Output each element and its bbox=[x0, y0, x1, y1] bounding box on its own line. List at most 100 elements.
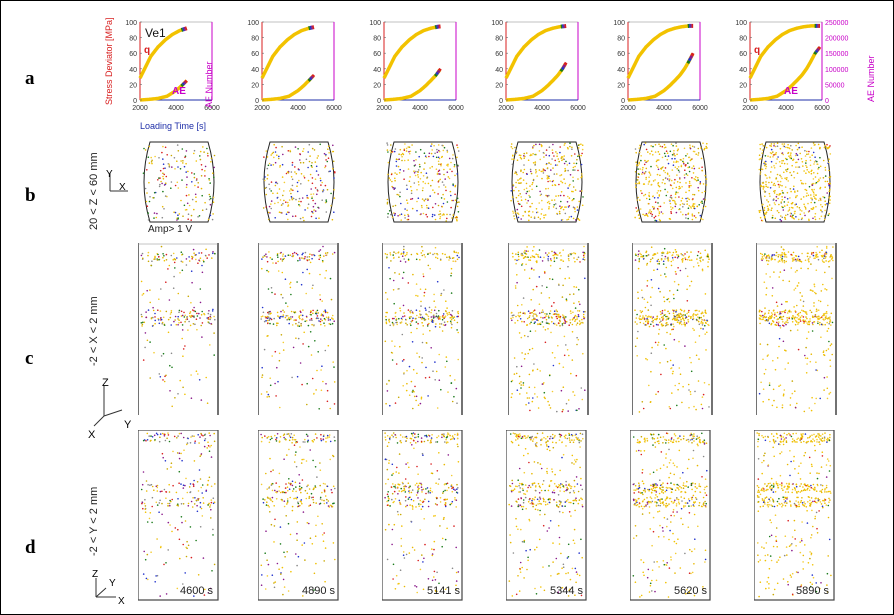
ae-event-dot bbox=[702, 315, 705, 317]
ae-event-dot bbox=[533, 216, 536, 218]
ae-event-dot bbox=[275, 440, 278, 442]
ae-event-dot bbox=[190, 270, 193, 272]
ae-event-dot bbox=[182, 503, 185, 505]
ae-event-dot bbox=[648, 212, 650, 214]
ae-event-dot bbox=[687, 162, 689, 164]
ae-event-dot bbox=[319, 469, 322, 471]
x-tick-label: 6000 bbox=[326, 105, 342, 112]
ae-event-dot bbox=[785, 323, 787, 326]
ae-event-dot bbox=[762, 314, 764, 317]
ae-event-dot bbox=[545, 163, 548, 166]
ae-event-dot bbox=[154, 322, 156, 325]
ae-event-dot bbox=[562, 158, 564, 160]
ae-event-dot bbox=[157, 179, 159, 181]
ae-event-dot bbox=[266, 167, 269, 170]
ae-event-dot bbox=[300, 499, 303, 501]
ae-event-dot bbox=[526, 392, 528, 394]
ae-event-dot bbox=[439, 178, 441, 181]
ae-event-dot bbox=[558, 160, 560, 163]
ae-event-dot bbox=[638, 250, 640, 252]
ae-event-dot bbox=[159, 376, 162, 378]
ae-event-dot bbox=[429, 167, 431, 169]
ae-event-dot bbox=[433, 300, 435, 302]
ae-event-dot bbox=[803, 205, 806, 208]
ae-event-dot bbox=[194, 310, 197, 313]
ae-event-dot bbox=[289, 316, 292, 318]
ae-event-dot bbox=[681, 259, 684, 262]
ae-event-dot bbox=[170, 462, 173, 464]
ae-event-dot bbox=[425, 366, 427, 369]
ae-event-dot bbox=[526, 246, 528, 248]
ae-event-dot bbox=[683, 177, 686, 179]
ae-event-dot bbox=[783, 162, 786, 165]
ae-event-dot bbox=[634, 182, 637, 185]
ae-event-dot bbox=[692, 266, 695, 268]
ae-event-dot bbox=[428, 155, 430, 158]
ae-event-dot bbox=[780, 220, 783, 222]
ae-event-dot bbox=[815, 369, 817, 371]
ae-event-dot bbox=[552, 143, 554, 146]
ae-event-dot bbox=[702, 142, 704, 144]
ae-event-dot bbox=[700, 201, 702, 204]
ae-event-dot bbox=[210, 322, 212, 325]
ae-event-dot bbox=[687, 311, 690, 313]
ae-event-dot bbox=[820, 323, 823, 326]
ae-event-dot bbox=[658, 185, 661, 188]
ae-event-dot bbox=[304, 256, 306, 258]
ae-event-dot bbox=[416, 314, 418, 317]
ae-event-dot bbox=[567, 169, 569, 172]
ae-event-dot bbox=[172, 450, 174, 453]
ae-event-dot bbox=[437, 144, 440, 146]
ae-event-dot bbox=[518, 178, 521, 180]
ae-event-dot bbox=[163, 173, 165, 176]
ae-event-dot bbox=[450, 274, 452, 277]
ae-event-dot bbox=[781, 189, 783, 192]
ae-event-dot bbox=[314, 202, 317, 205]
ae-event-dot bbox=[535, 169, 537, 171]
ae-event-dot bbox=[423, 200, 426, 202]
ae-event-dot bbox=[683, 203, 685, 206]
ae-event-dot bbox=[677, 255, 680, 258]
ae-event-dot bbox=[687, 197, 689, 199]
ae-event-dot bbox=[761, 185, 763, 188]
ae-event-dot bbox=[813, 188, 815, 191]
ae-event-dot bbox=[196, 504, 198, 507]
ae-event-dot bbox=[387, 216, 389, 218]
ae-event-dot bbox=[697, 147, 700, 150]
ae-event-dot bbox=[688, 189, 690, 192]
ae-event-dot bbox=[810, 253, 813, 255]
ae-event-dot bbox=[534, 321, 536, 323]
ae-event-dot bbox=[144, 511, 147, 513]
ae-event-dot bbox=[664, 177, 667, 179]
ae-event-dot bbox=[168, 163, 170, 166]
ae-event-dot bbox=[446, 151, 449, 153]
ae-event-dot bbox=[166, 195, 168, 198]
ae-event-dot bbox=[156, 259, 159, 261]
ae-event-dot bbox=[778, 203, 780, 206]
ae-event-dot bbox=[800, 179, 802, 182]
ae-event-dot bbox=[825, 349, 828, 352]
ae-event-dot bbox=[270, 318, 273, 321]
ae-event-dot bbox=[796, 402, 798, 405]
ae-event-dot bbox=[534, 393, 536, 395]
ae-event-dot bbox=[263, 320, 266, 323]
ae-event-dot bbox=[694, 309, 697, 312]
y-tick-label: 40 bbox=[251, 67, 259, 74]
ae-event-dot bbox=[523, 334, 526, 337]
ae-event-dot bbox=[290, 318, 292, 320]
ae-event-dot bbox=[539, 322, 542, 325]
ae-event-dot bbox=[431, 319, 434, 322]
ae-event-dot bbox=[195, 179, 198, 182]
ae-event-dot bbox=[794, 258, 797, 261]
ae-event-dot bbox=[309, 449, 311, 451]
ae-event-dot bbox=[574, 315, 576, 318]
ae-event-dot bbox=[432, 189, 434, 191]
ae-event-dot bbox=[693, 178, 695, 180]
ae-event-dot bbox=[326, 389, 329, 392]
ae-event-dot bbox=[422, 181, 424, 183]
ae-event-dot bbox=[688, 315, 690, 317]
ae-event-dot bbox=[430, 311, 432, 314]
ae-event-dot bbox=[177, 150, 180, 152]
ae-event-dot bbox=[705, 178, 708, 180]
ae-event-dot bbox=[386, 198, 389, 201]
